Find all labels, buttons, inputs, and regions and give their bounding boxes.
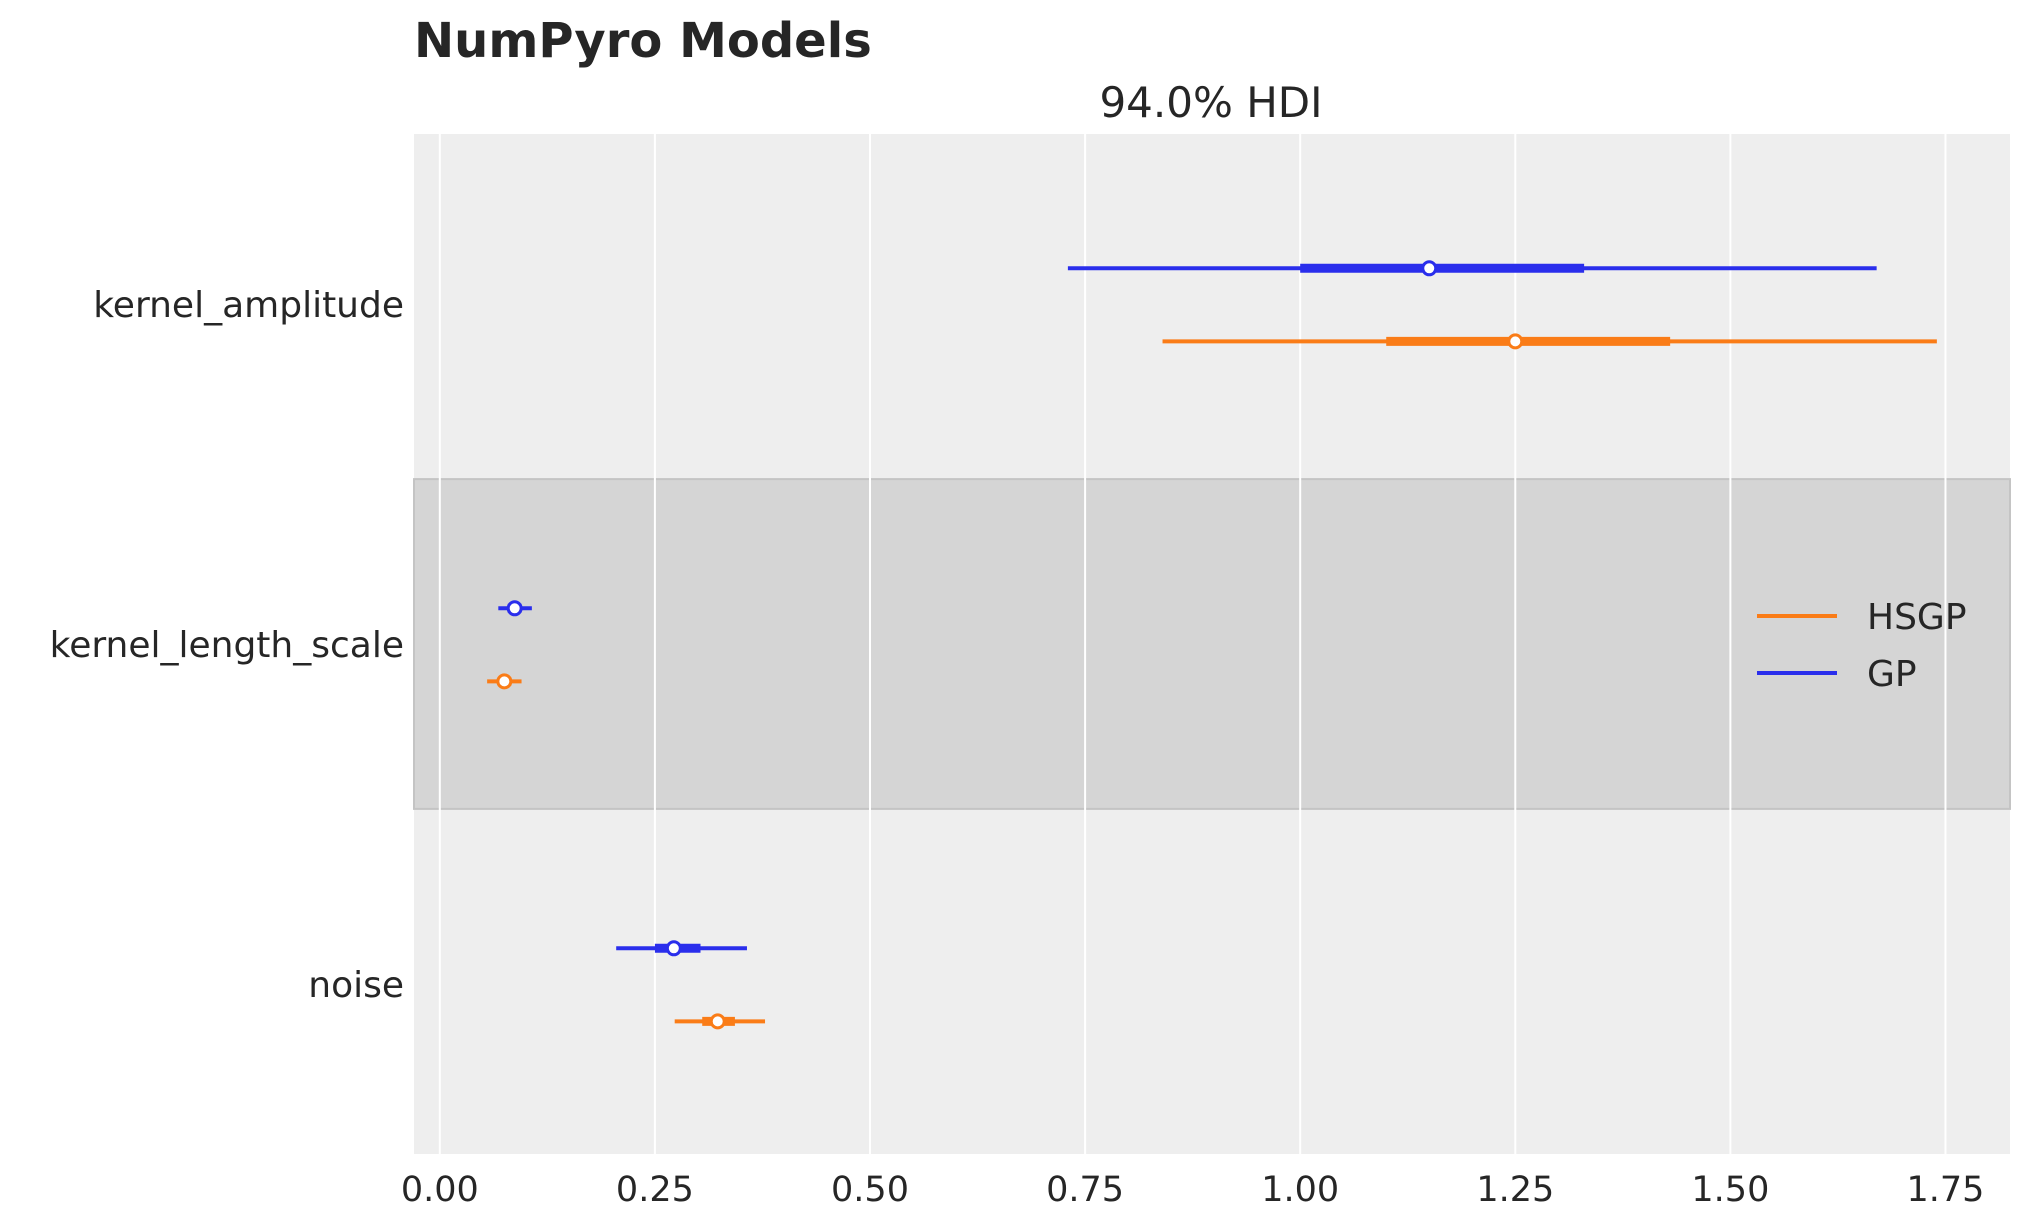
x-tick-label: 0.75	[1046, 1170, 1124, 1210]
chart-title: NumPyro Models	[414, 13, 872, 69]
x-tick-label: 0.00	[401, 1170, 479, 1210]
x-tick-label: 1.75	[1907, 1170, 1985, 1210]
x-tick-label: 1.25	[1476, 1170, 1554, 1210]
x-tick-label: 1.50	[1691, 1170, 1769, 1210]
param-label-noise: noise	[308, 965, 404, 1006]
highlight-bands	[413, 478, 2011, 810]
param-label-kernel-length-scale: kernel_length_scale	[50, 625, 404, 666]
legend-label-gp: GP	[1867, 654, 1917, 695]
param-label-kernel-amplitude: kernel_amplitude	[93, 285, 404, 326]
legend-label-hsgp: HSGP	[1867, 597, 1967, 638]
estimate-marks	[487, 260, 1937, 1030]
chart-subtitle: 94.0% HDI	[1099, 78, 1322, 127]
highlight-band-kernel-length-scale	[413, 478, 2011, 810]
x-tick-label: 1.00	[1261, 1170, 1339, 1210]
legend: HSGP GP	[1757, 597, 1967, 695]
x-axis-ticks: 0.00 0.25 0.50 0.75 1.00 1.25 1.50 1.75	[401, 1170, 1985, 1210]
x-tick-label: 0.50	[831, 1170, 909, 1210]
point-estimate-gp-kernel-length-scale	[506, 600, 523, 617]
point-estimate-hsgp-kernel-amplitude	[1507, 333, 1524, 350]
point-estimate-gp-kernel-amplitude	[1421, 260, 1438, 277]
point-estimate-gp-noise	[665, 940, 682, 957]
point-estimate-hsgp-kernel-length-scale	[496, 673, 513, 690]
grid-lines	[438, 134, 1947, 1154]
point-estimate-hsgp-noise	[709, 1013, 726, 1030]
x-tick-label: 0.25	[616, 1170, 694, 1210]
